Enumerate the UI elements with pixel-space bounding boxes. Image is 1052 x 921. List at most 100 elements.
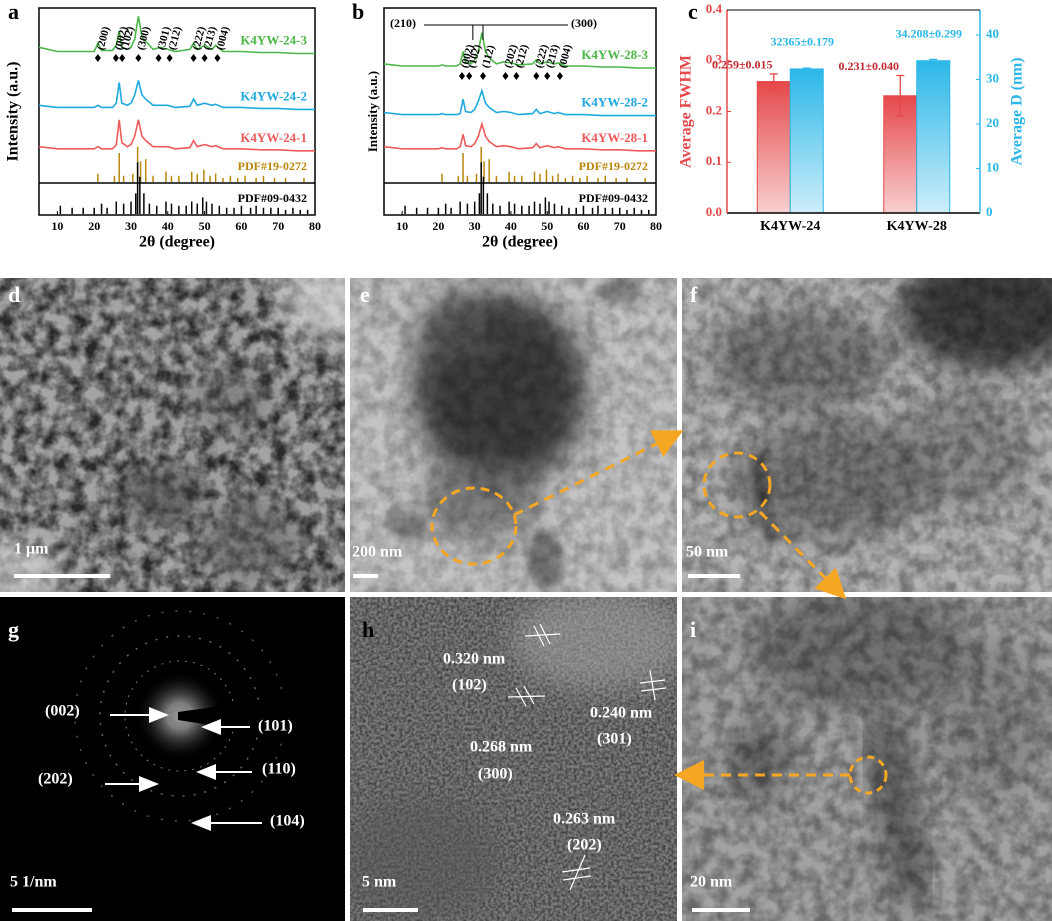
- x-tick-label: 50: [541, 219, 553, 233]
- x-axis-label: 2θ (degree): [482, 234, 558, 251]
- annotation: 0.320 nm: [443, 651, 506, 668]
- peak-marker: [214, 54, 221, 62]
- y-axis-label: Intensity (a.u.): [5, 61, 22, 161]
- peak-marker: [94, 54, 101, 62]
- panel-letter: g: [8, 617, 19, 642]
- x-tick-label: 60: [577, 219, 589, 233]
- peak-marker: [190, 54, 197, 62]
- x-tick-label: 10: [396, 219, 408, 233]
- x-axis-label: 2θ (degree): [139, 234, 215, 251]
- bar: [789, 68, 824, 214]
- arrows: [513, 430, 850, 790]
- panel-letter: h: [362, 617, 374, 642]
- x-tick-label: K4YW-28: [887, 219, 947, 234]
- x-tick-label: 10: [51, 219, 63, 233]
- y2-tick-label: 20: [986, 115, 999, 130]
- error-bar: [769, 73, 778, 90]
- x-tick-label: 40: [505, 219, 517, 233]
- y-tick-label: 0.4: [706, 1, 723, 16]
- reference-label: PDF#19-0272: [238, 159, 307, 173]
- annotation: (002): [45, 703, 80, 720]
- annotation: (300): [478, 766, 513, 783]
- annotation: (301): [597, 731, 632, 748]
- annotation: (202): [38, 771, 73, 788]
- scale-label: 5 nm: [362, 874, 397, 891]
- peak-marker: [533, 72, 540, 80]
- annotation: (101): [258, 718, 293, 735]
- value-label: 0.259±0.015: [712, 58, 773, 72]
- value-label: 34.208±0.299: [895, 26, 962, 40]
- peak-marker: [544, 72, 551, 80]
- y2-tick-label: 40: [986, 26, 999, 41]
- x-tick-label: 30: [469, 219, 481, 233]
- error-bar: [929, 58, 938, 63]
- y-axis-label: Average FWHM: [678, 55, 695, 168]
- reference-label: PDF#09-0432: [238, 191, 307, 205]
- peak-label: (300): [135, 25, 153, 51]
- peak-marker: [201, 54, 208, 62]
- x-tick-label: 40: [162, 219, 174, 233]
- plot-frame: [383, 7, 657, 216]
- series-label: K4YW-28-3: [581, 47, 648, 62]
- peak-marker: [458, 72, 465, 80]
- annotation: (202): [567, 837, 602, 854]
- series-label: K4YW-24-2: [240, 88, 307, 103]
- scale-label: 1 μm: [14, 541, 49, 558]
- bar: [916, 60, 951, 214]
- error-bar: [896, 74, 905, 117]
- panel-letter: c: [688, 0, 698, 24]
- bracket-label: (210): [390, 16, 416, 30]
- scale-label: 50 nm: [686, 544, 729, 561]
- y2-tick-label: 10: [986, 159, 999, 174]
- peak-marker: [502, 72, 509, 80]
- y-axis-label: Intensity (a.u.): [365, 71, 380, 152]
- x-tick-label: K4YW-24: [760, 219, 820, 234]
- peak-marker: [119, 54, 126, 62]
- peak-label: (112): [480, 44, 498, 70]
- xrd-line: [383, 32, 656, 69]
- value-label: 0.231±0.040: [838, 59, 899, 73]
- xrd-line: [38, 119, 315, 152]
- annotation: 0.263 nm: [553, 811, 616, 828]
- x-tick-label: 20: [432, 219, 444, 233]
- bracket-label: (300): [571, 16, 597, 30]
- micrograph-e: [350, 278, 677, 592]
- bar: [756, 81, 791, 214]
- series-label: K4YW-24-1: [240, 130, 307, 145]
- xrd-line: [38, 16, 315, 55]
- annotation: 0.240 nm: [590, 705, 653, 722]
- panel-letter: f: [690, 282, 698, 307]
- y-tick-label: 0.0: [706, 204, 722, 219]
- peak-marker: [166, 54, 173, 62]
- annotation: (104): [270, 813, 305, 830]
- y-tick-label: 0.2: [706, 102, 722, 117]
- x-tick-label: 50: [199, 219, 211, 233]
- peak-marker: [155, 54, 162, 62]
- scale-label: 20 nm: [690, 874, 733, 891]
- x-tick-label: 80: [650, 219, 662, 233]
- reference-label: PDF#09-0432: [579, 191, 648, 205]
- peak-marker: [556, 72, 563, 80]
- peak-marker: [112, 54, 119, 62]
- micrograph-d: [0, 278, 345, 592]
- peak-label: (200): [95, 25, 113, 51]
- x-tick-label: 20: [88, 219, 100, 233]
- series-label: K4YW-28-2: [581, 95, 648, 110]
- micrograph-f: [682, 278, 1052, 592]
- y2-tick-label: 0: [986, 204, 993, 219]
- peak-marker: [513, 72, 520, 80]
- xrd-line: [38, 80, 315, 111]
- series-label: K4YW-24-3: [240, 33, 307, 48]
- y2-tick-label: 30: [986, 70, 999, 85]
- panel-letter: i: [690, 617, 696, 642]
- y-tick-label: 0.3: [706, 52, 723, 67]
- panel-letter: b: [352, 0, 364, 24]
- panel-letter: a: [8, 0, 19, 24]
- reference-label: PDF#19-0272: [579, 159, 648, 173]
- peak-marker: [480, 72, 487, 80]
- plot-frame: [38, 7, 316, 216]
- xrd-line: [383, 121, 656, 152]
- annotation: (102): [452, 677, 487, 694]
